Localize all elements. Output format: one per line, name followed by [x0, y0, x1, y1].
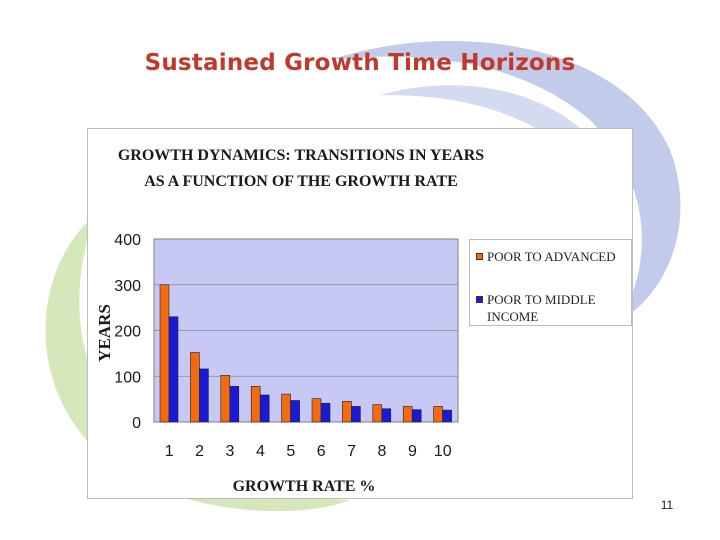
x-tick-label: 8: [378, 443, 387, 460]
y-axis-ticks: 0 100 200 300 400: [114, 232, 141, 432]
bar-series-1: [372, 404, 383, 423]
legend-label-series-2: POOR TO MIDDLE INCOME: [487, 292, 596, 324]
bar-series-1: [220, 375, 231, 423]
bar-series-1: [433, 406, 443, 423]
chart-container: GROWTH DYNAMICS: TRANSITIONS IN YEARS AS…: [87, 128, 633, 499]
y-tick-label: 0: [132, 415, 141, 432]
x-axis-ticks: 1 2 3 4 5 6 7 8 9 10: [165, 443, 452, 460]
chart-title-line-2: AS A FUNCTION OF THE GROWTH RATE: [144, 173, 458, 190]
x-tick-label: 10: [434, 443, 452, 460]
y-tick-label: 100: [114, 369, 141, 386]
legend-label-series-1: POOR TO ADVANCED: [487, 249, 616, 264]
bar-series-2: [442, 409, 452, 423]
x-tick-label: 6: [317, 443, 326, 460]
bar-series-1: [250, 386, 261, 423]
x-tick-label: 5: [286, 443, 295, 460]
bar-chart: GROWTH DYNAMICS: TRANSITIONS IN YEARS AS…: [95, 147, 484, 495]
x-tick-label: 1: [165, 443, 174, 460]
blue-swirl-shape-inner: [380, 85, 614, 235]
bar-series-2: [351, 406, 361, 423]
slide-title: Sustained Growth Time Horizons: [144, 50, 576, 76]
x-tick-label: 7: [347, 443, 356, 460]
bar-series-1: [311, 398, 322, 423]
bar-series-1: [342, 401, 352, 423]
bar-series-2: [229, 386, 240, 423]
x-axis-label: GROWTH RATE %: [233, 478, 376, 495]
legend-swatch-series-2: [476, 296, 483, 303]
bar-series-1: [281, 393, 291, 423]
chart-legend: POOR TO ADVANCED POOR TO MIDDLE INCOME: [469, 239, 632, 326]
x-tick-label: 9: [408, 443, 417, 460]
bar-series-2: [411, 409, 422, 423]
x-tick-label: 4: [256, 443, 265, 460]
legend-item-series-2: POOR TO MIDDLE INCOME: [476, 291, 627, 325]
x-tick-label: 3: [226, 443, 235, 460]
bar-series-1: [159, 284, 170, 423]
legend-item-series-1: POOR TO ADVANCED: [476, 248, 627, 265]
y-tick-label: 300: [114, 278, 141, 295]
page-number: 11: [660, 498, 674, 512]
bar-series-2: [259, 394, 270, 423]
bar-series-1: [402, 406, 413, 423]
bar-series-2: [381, 408, 392, 423]
y-axis-label: YEARS: [95, 304, 114, 362]
bar-series-2: [168, 316, 179, 423]
x-tick-label: 2: [195, 443, 204, 460]
bar-series-1: [190, 352, 200, 423]
bar-series-2: [320, 402, 331, 423]
legend-swatch-series-1: [476, 253, 483, 260]
y-tick-label: 200: [114, 324, 141, 341]
blue-swirl-shape-outer: [330, 40, 681, 321]
bars: [159, 284, 452, 423]
chart-title-line-1: GROWTH DYNAMICS: TRANSITIONS IN YEARS: [118, 147, 484, 164]
bar-series-2: [290, 400, 300, 423]
bar-series-2: [199, 368, 209, 423]
y-tick-label: 400: [114, 232, 141, 249]
